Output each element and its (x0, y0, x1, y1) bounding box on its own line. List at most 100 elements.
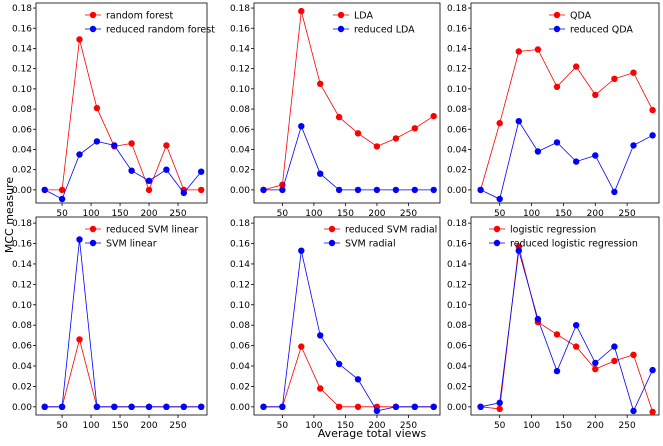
data-point (93, 138, 101, 145)
y-tick-label: 0.18 (230, 219, 250, 229)
legend-marker (493, 225, 501, 233)
data-point (534, 148, 542, 155)
y-tick-label: 0.10 (447, 85, 467, 95)
data-point (553, 83, 561, 91)
x-tick-label: 100 (82, 421, 99, 431)
legend-label: reduced QDA (570, 25, 633, 36)
y-tick-label: 0.16 (230, 240, 250, 250)
y-tick-label: 0.06 (230, 125, 250, 135)
data-point (58, 195, 66, 203)
data-point (373, 407, 381, 415)
data-point (649, 106, 656, 114)
x-tick-label: 100 (523, 209, 540, 219)
y-tick-label: 0.00 (12, 186, 32, 196)
x-tick-label: 50 (277, 209, 289, 219)
data-point (76, 36, 83, 43)
data-point (515, 118, 522, 125)
data-point (411, 403, 418, 410)
data-point (496, 399, 503, 406)
x-tick-label: 50 (494, 209, 506, 219)
data-point (354, 186, 362, 194)
x-tick-label: 250 (400, 209, 417, 219)
y-tick-label: 0.14 (230, 44, 250, 54)
data-point (553, 139, 561, 146)
data-point (335, 360, 343, 368)
legend-label: reduced logistic regression (510, 239, 638, 250)
data-point (515, 247, 522, 254)
data-point (298, 7, 305, 15)
series-line-1 (263, 10, 434, 191)
panel-4: 0.00 0.02 0.04 0.06 0.08 0.10 0.12 0.14 0.16 0.18… (12, 216, 208, 431)
data-point (592, 91, 599, 99)
data-point (279, 403, 286, 410)
y-tick-label: 0.16 (447, 240, 467, 250)
x-tick-label: 50 (56, 209, 68, 219)
y-tick-label: 0.12 (12, 280, 32, 290)
data-point (76, 336, 83, 343)
data-point (411, 125, 418, 132)
y-tick-label: 0.14 (12, 44, 32, 54)
legend-label: SVM linear (106, 239, 157, 250)
data-point (534, 46, 542, 53)
x-tick-label: 200 (368, 209, 385, 219)
panel-6: 0.00 0.02 0.04 0.06 0.08 0.10 0.12 0.14 0.16 0.18… (447, 216, 660, 431)
x-tick-label: 100 (82, 209, 99, 219)
data-point (298, 343, 305, 350)
y-tick-label: 0.14 (12, 260, 32, 270)
legend-label: reduced SVM radial (345, 225, 437, 236)
y-tick-label: 0.00 (12, 403, 32, 413)
data-point (573, 158, 580, 165)
data-point (317, 170, 324, 177)
data-point (592, 365, 599, 373)
panel-1: 0.00 0.02 0.04 0.06 0.08 0.10 0.12 0.14 0.16 0.18… (12, 2, 215, 219)
y-tick-label: 0.10 (230, 85, 250, 95)
panel-3: 0.00 0.02 0.04 0.06 0.08 0.10 0.12 0.14 0.16 0.18… (447, 2, 660, 219)
series-line-1 (263, 345, 434, 408)
data-point (515, 48, 522, 55)
data-point (496, 405, 503, 413)
y-tick-label: 0.06 (12, 342, 32, 352)
y-tick-label: 0.14 (447, 44, 467, 54)
data-point (317, 80, 324, 88)
data-point (128, 167, 135, 174)
y-tick-label: 0.18 (230, 4, 250, 14)
data-point (198, 168, 205, 175)
data-point (41, 403, 48, 410)
legend-marker (89, 239, 97, 247)
y-tick-label: 0.04 (447, 145, 467, 155)
data-point (373, 186, 381, 194)
plot-frame (470, 2, 660, 204)
data-point (180, 403, 187, 410)
panel-5: 0.00 0.02 0.04 0.06 0.08 0.10 0.12 0.14 0.16 0.18… (230, 216, 441, 431)
data-point (198, 403, 205, 410)
legend-marker (328, 225, 336, 233)
series-line-2 (44, 239, 202, 408)
plot-frame (470, 216, 660, 416)
data-point (145, 186, 153, 194)
legend-label: SVM radial (345, 239, 396, 250)
x-tick-label: 50 (494, 421, 506, 431)
data-point (111, 142, 118, 149)
y-tick-label: 0.10 (230, 301, 250, 311)
data-point (335, 113, 343, 121)
data-point (58, 403, 66, 410)
data-point (553, 367, 561, 375)
data-point (592, 152, 599, 159)
legend-label: reduced random forest (106, 25, 215, 36)
y-tick-label: 0.14 (447, 260, 467, 270)
y-tick-label: 0.00 (230, 403, 250, 413)
data-point (198, 186, 205, 194)
x-tick-label: 200 (140, 209, 157, 219)
data-point (279, 186, 286, 194)
series-line-1 (44, 39, 202, 192)
data-point (93, 104, 101, 112)
series-line-2 (480, 250, 653, 413)
series-line-2 (263, 124, 434, 191)
data-point (573, 322, 580, 329)
legend-label: LDA (354, 11, 373, 22)
x-tick-label: 50 (277, 421, 289, 431)
y-tick-label: 0.08 (447, 321, 467, 331)
data-point (553, 331, 561, 338)
y-tick-label: 0.18 (447, 219, 467, 229)
